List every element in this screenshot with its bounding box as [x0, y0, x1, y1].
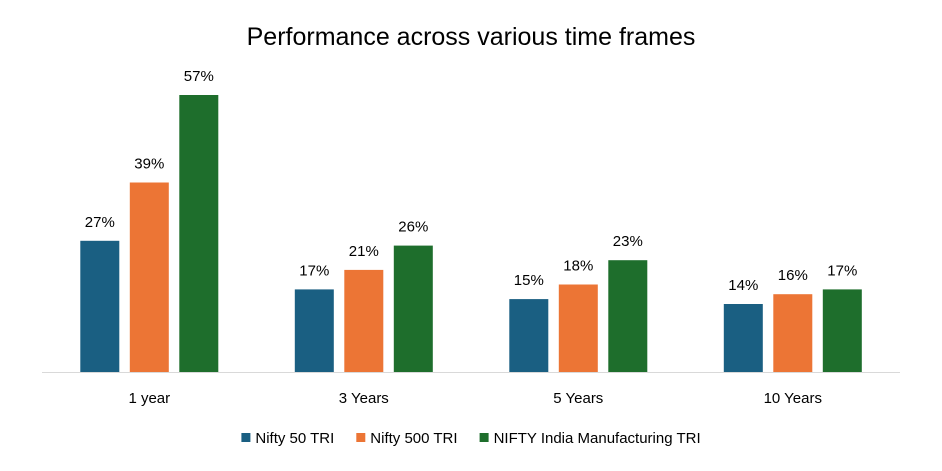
data-label: 18% — [563, 258, 593, 275]
data-label: 39% — [134, 156, 164, 173]
bar — [80, 240, 120, 372]
legend-swatch — [479, 433, 489, 442]
legend-item: Nifty 50 TRI — [241, 430, 334, 447]
bar — [723, 304, 763, 372]
bar — [393, 245, 433, 372]
legend: Nifty 50 TRI Nifty 500 TRI NIFTY India Man… — [241, 430, 701, 447]
data-label: 21% — [349, 243, 379, 260]
data-label: 27% — [85, 214, 115, 231]
legend-item: Nifty 500 TRI — [356, 430, 458, 447]
data-label: 17% — [827, 262, 857, 279]
bar — [608, 260, 648, 372]
x-axis-tick-labels: 1 year 3 Years 5 Years 10 Years — [128, 390, 822, 407]
data-label: 15% — [514, 272, 544, 289]
legend-label: Nifty 500 TRI — [370, 430, 457, 447]
bar — [558, 284, 598, 372]
data-label: 26% — [398, 219, 428, 236]
chart-title: Performance across various time frames — [247, 23, 696, 51]
bar — [179, 95, 219, 372]
legend-swatch — [356, 433, 366, 442]
bar — [344, 269, 384, 372]
data-label: 57% — [184, 68, 214, 85]
legend-item: NIFTY India Manufacturing TRI — [479, 430, 701, 447]
x-tick-label: 3 Years — [339, 390, 389, 407]
bar-group: 27% 39% 57% 17% 21% 26% 15% 18% 23% 14% 16% 17% — [80, 68, 862, 372]
bar — [773, 294, 813, 372]
data-label: 14% — [728, 277, 758, 294]
data-label: 16% — [778, 267, 808, 284]
bar — [509, 299, 549, 372]
data-label: 23% — [613, 233, 643, 250]
legend-label: NIFTY India Manufacturing TRI — [494, 430, 701, 447]
data-label: 17% — [299, 262, 329, 279]
bar — [294, 289, 334, 372]
legend-label: Nifty 50 TRI — [255, 430, 334, 447]
x-tick-label: 5 Years — [553, 390, 603, 407]
legend-swatch — [241, 433, 251, 442]
bar — [129, 182, 169, 372]
x-tick-label: 1 year — [128, 390, 170, 407]
x-tick-label: 10 Years — [764, 390, 822, 407]
bar — [822, 289, 862, 372]
